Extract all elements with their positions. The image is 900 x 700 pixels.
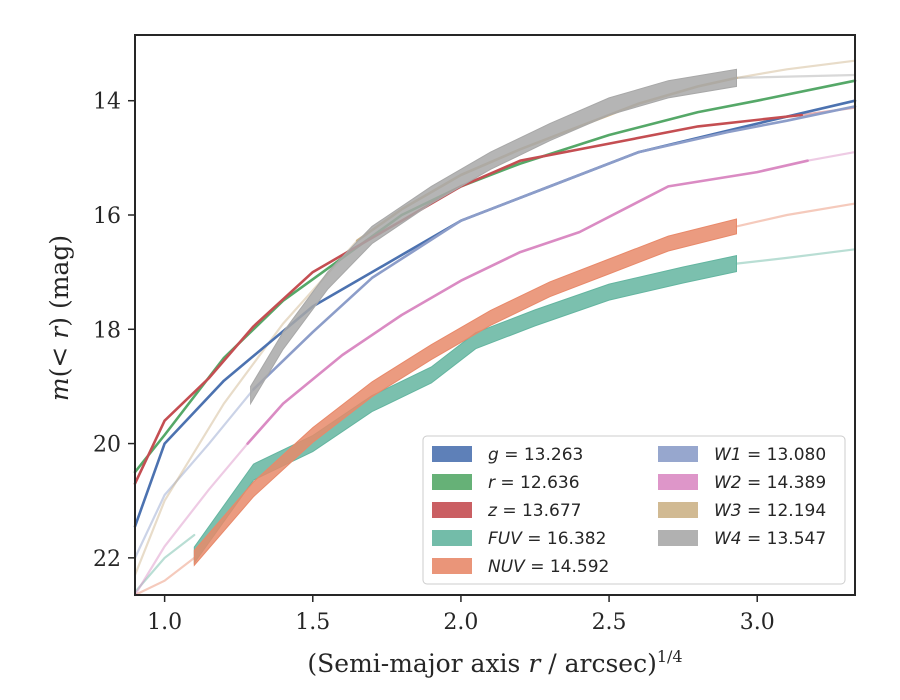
x-axis-title-rest: / arcsec) (540, 649, 657, 678)
y-tick-label: 14 (93, 90, 121, 115)
series-w3-extension (735, 59, 857, 79)
legend-item-g: g = 13.263 (432, 445, 583, 465)
y-tick-label: 16 (93, 204, 121, 229)
legend-swatch (432, 530, 472, 546)
legend-label: g = 13.263 (488, 445, 583, 465)
y-axis-title-var: r (45, 325, 74, 339)
x-tick-label: 1.0 (147, 610, 182, 635)
series-fuv-extension (735, 248, 857, 265)
series-w1 (252, 105, 857, 391)
series-fuv (193, 254, 737, 565)
series-nuv-band (193, 218, 737, 567)
series-w3 (355, 76, 738, 242)
legend-item-nuv: NUV = 14.592 (432, 557, 609, 577)
series-w3-extension (133, 239, 359, 577)
legend-label: W1 = 13.080 (714, 445, 826, 465)
y-axis-title: m(< r) (mag) (45, 235, 74, 401)
legend-label: r = 12.636 (488, 473, 580, 493)
series-nuv-extension (133, 556, 196, 597)
x-tick-label: 1.5 (295, 610, 330, 635)
x-ticks: 1.0 1.5 2.0 2.5 3.0 (147, 595, 775, 635)
x-tick-label: 2.0 (443, 610, 478, 635)
legend-item-w2: W2 = 14.389 (658, 473, 826, 493)
series-w3-line (355, 76, 738, 242)
legend-swatch (658, 502, 698, 518)
legend-box (422, 435, 846, 585)
legend-swatch (432, 446, 472, 462)
legend-item-fuv: FUV = 16.382 (432, 529, 606, 549)
series-fuv-extension (133, 533, 196, 594)
legend-item-w4: W4 = 13.547 (658, 529, 826, 549)
y-ticks: 14 16 18 20 22 (93, 90, 135, 572)
series-r-line (133, 79, 857, 474)
series-w1-line (252, 105, 857, 391)
series-nuv (193, 218, 737, 567)
series-w4 (250, 68, 737, 406)
y-axis-title-post: ) (mag) (45, 235, 74, 327)
legend-label: z = 13.677 (487, 501, 581, 521)
series-w1-extension (133, 388, 255, 559)
plot-frame (134, 34, 856, 596)
x-axis-title-sup: 1/4 (657, 647, 683, 666)
y-tick-label: 22 (93, 547, 121, 572)
series-w4-band (250, 68, 737, 406)
legend-label: W2 = 14.389 (714, 473, 826, 493)
series-w2 (246, 159, 809, 445)
x-axis-title-var: r (528, 649, 542, 678)
x-tick-label: 3.0 (740, 610, 775, 635)
legend: g = 13.263 r = 12.636 z = 13.677 FUV = 16.3… (422, 435, 846, 585)
series-r (133, 79, 857, 474)
legend-item-r: r = 12.636 (432, 473, 580, 493)
series-nuv-extension (735, 202, 857, 228)
legend-swatch (658, 474, 698, 490)
x-axis-title-main: (Semi-major axis (307, 649, 528, 678)
faint-extension-layer (133, 59, 857, 597)
legend-swatch (432, 558, 472, 574)
legend-swatch (432, 474, 472, 490)
legend-swatch (432, 502, 472, 518)
x-tick-label: 2.5 (592, 610, 627, 635)
legend-item-z: z = 13.677 (432, 501, 581, 521)
x-axis-title: (Semi-major axis r / arcsec)1/4 (307, 647, 682, 678)
legend-label: W4 = 13.547 (714, 529, 826, 549)
series-layer (133, 68, 857, 567)
y-tick-label: 20 (93, 433, 121, 458)
legend-label: NUV = 14.592 (488, 557, 609, 577)
series-w2-extension (133, 442, 249, 597)
series-w4-extension (735, 73, 857, 79)
y-axis-title-paren: (< (45, 339, 74, 378)
series-fuv-band (193, 254, 737, 565)
legend-item-w1: W1 = 13.080 (658, 445, 826, 465)
legend-swatch (658, 446, 698, 462)
legend-item-w3: W3 = 12.194 (658, 501, 826, 521)
series-w2-line (246, 159, 809, 445)
y-axis-title-pre: m (45, 377, 74, 401)
legend-swatch (658, 530, 698, 546)
legend-label: FUV = 16.382 (488, 529, 606, 549)
legend-label: W3 = 12.194 (714, 501, 826, 521)
y-tick-label: 18 (93, 318, 121, 343)
series-w2-extension (806, 151, 857, 162)
